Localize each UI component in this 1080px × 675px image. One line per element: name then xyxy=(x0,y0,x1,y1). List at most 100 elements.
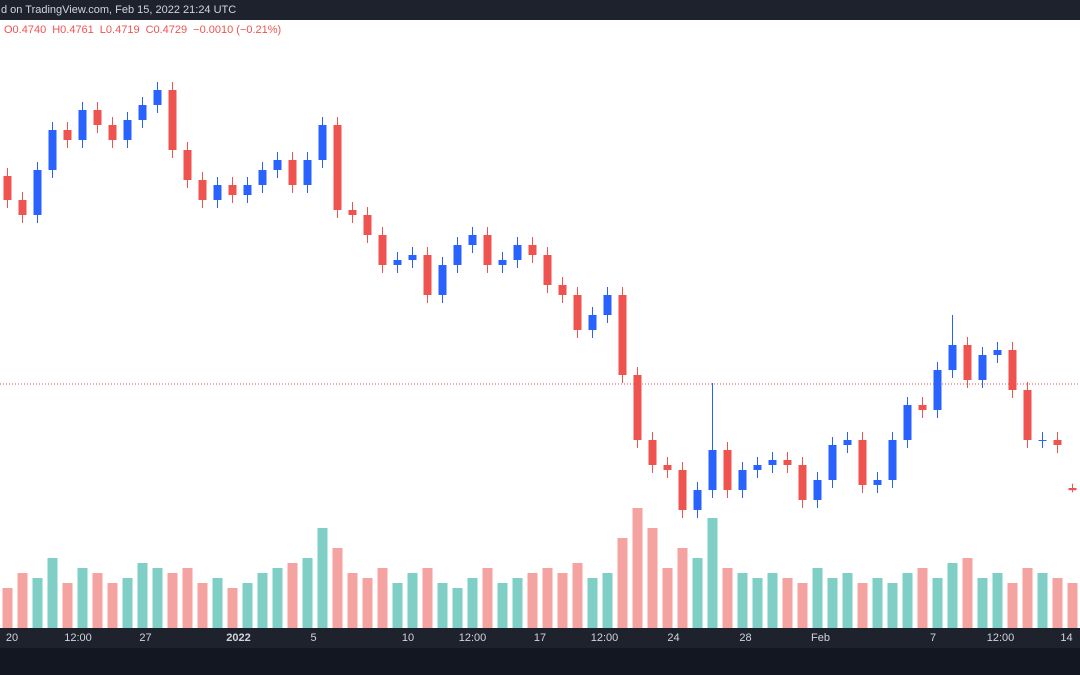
candle-body xyxy=(498,260,507,265)
volume-bar xyxy=(182,568,193,628)
volume-bar xyxy=(302,558,313,628)
candle-body xyxy=(18,200,27,215)
volume-bar xyxy=(932,578,943,628)
candle-body xyxy=(828,445,837,480)
x-tick-label: 27 xyxy=(139,632,151,644)
volume-bar xyxy=(902,573,913,628)
volume-bar xyxy=(287,563,298,628)
volume-bar xyxy=(347,573,358,628)
volume-bar xyxy=(17,573,28,628)
candle-body xyxy=(933,370,942,410)
volume-bar xyxy=(512,578,523,628)
volume-bar xyxy=(962,558,973,628)
volume-bar xyxy=(482,568,493,628)
candle-body xyxy=(273,160,282,170)
candle-body xyxy=(243,185,252,195)
ohlc-legend-item: −0.0010 (−0.21%) xyxy=(193,24,281,36)
volume-bar xyxy=(47,558,58,628)
x-tick-label: 17 xyxy=(534,632,546,644)
volume-bar xyxy=(452,588,463,628)
volume-bar xyxy=(107,583,118,628)
top-bar xyxy=(0,0,1080,20)
candle-body xyxy=(618,295,627,375)
volume-bar xyxy=(842,573,853,628)
volume-bar xyxy=(317,528,328,628)
volume-bar xyxy=(2,588,13,628)
x-tick-label: Feb xyxy=(811,632,830,644)
volume-bar xyxy=(197,583,208,628)
volume-bar xyxy=(332,548,343,628)
volume-bar xyxy=(887,583,898,628)
footer xyxy=(0,648,1080,675)
ohlc-legend-item: O0.4740 xyxy=(4,24,46,36)
volume-bar xyxy=(1007,583,1018,628)
candle-body xyxy=(918,405,927,410)
x-tick-label: 12:00 xyxy=(64,632,92,644)
volume-bar xyxy=(92,573,103,628)
volume-bar xyxy=(947,563,958,628)
candle-body xyxy=(93,110,102,125)
candle-body xyxy=(288,160,297,185)
volume-bar xyxy=(1037,573,1048,628)
x-tick-label: 20 xyxy=(6,632,18,644)
candle-body xyxy=(753,465,762,470)
candle-body xyxy=(588,315,597,330)
time-axis xyxy=(0,628,1080,648)
volume-bar xyxy=(497,583,508,628)
x-tick-label: 12:00 xyxy=(591,632,619,644)
candle-body xyxy=(378,235,387,265)
ohlc-legend-item: L0.4719 xyxy=(100,24,140,36)
x-tick-label: 24 xyxy=(667,632,679,644)
volume-bar xyxy=(602,573,613,628)
candle-body xyxy=(738,470,747,490)
candle-body xyxy=(723,450,732,490)
candle-body xyxy=(1008,350,1017,390)
x-tick-label: 12:00 xyxy=(987,632,1015,644)
x-tick-label: 5 xyxy=(310,632,316,644)
volume-bar xyxy=(32,578,43,628)
candle-body xyxy=(963,345,972,380)
volume-bar xyxy=(722,568,733,628)
volume-bar xyxy=(872,578,883,628)
candle-body xyxy=(528,245,537,255)
candle-body xyxy=(123,120,132,140)
volume-bar xyxy=(617,538,628,628)
x-tick-label: 14 xyxy=(1060,632,1072,644)
candle-body xyxy=(393,260,402,265)
candle-body xyxy=(198,180,207,200)
volume-bar xyxy=(752,578,763,628)
volume-bar xyxy=(782,578,793,628)
candle-body xyxy=(168,90,177,150)
x-tick-label: 7 xyxy=(930,632,936,644)
volume-bar xyxy=(167,573,178,628)
candle-body xyxy=(153,90,162,105)
candle-body xyxy=(138,105,147,120)
candle-body xyxy=(843,440,852,445)
volume-bar xyxy=(437,583,448,628)
candle-body xyxy=(513,245,522,260)
candle-body xyxy=(768,460,777,465)
candle-body xyxy=(558,285,567,295)
candle-body xyxy=(1023,390,1032,440)
volume-bar xyxy=(707,518,718,628)
volume-bar xyxy=(542,568,553,628)
volume-bar xyxy=(392,583,403,628)
volume-bar xyxy=(857,583,868,628)
volume-bar xyxy=(632,508,643,628)
x-tick-label: 10 xyxy=(402,632,414,644)
candle-body xyxy=(978,355,987,380)
candle-body xyxy=(33,170,42,215)
candle-body xyxy=(813,480,822,500)
volume-bar xyxy=(1067,583,1078,628)
volume-bar xyxy=(272,568,283,628)
candle-body xyxy=(858,440,867,485)
candle-body xyxy=(438,265,447,295)
ohlc-legend-item: H0.4761 xyxy=(52,24,94,36)
x-tick-label: 2022 xyxy=(226,632,250,644)
candle-body xyxy=(678,470,687,510)
volume-bar xyxy=(212,578,223,628)
plot-background xyxy=(0,20,1080,628)
candle-body xyxy=(258,170,267,185)
